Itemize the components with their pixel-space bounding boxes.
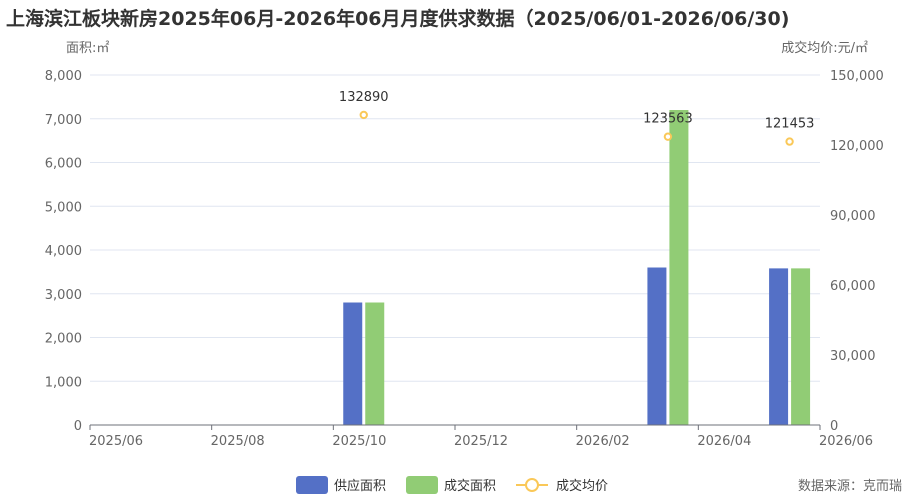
axes: 面积:㎡ 成交均价:元/㎡ 0 1,000 2,000 3,000 4,000 5,000… (45, 40, 884, 449)
y-left-tick-label: 8,000 (45, 69, 82, 84)
bar-supply[interactable] (769, 268, 789, 425)
legend-item-deal[interactable]: 成交面积 (406, 476, 496, 494)
y-left-tick-label: 5,000 (45, 200, 82, 215)
grid-lines (90, 74, 820, 382)
bar-supply[interactable] (647, 267, 667, 426)
y-right-tick-label: 150,000 (830, 69, 884, 84)
y-left-tick-label: 2,000 (45, 332, 82, 347)
y-right-tick-label: 90,000 (830, 209, 876, 224)
x-tick-label: 2025/10 (332, 434, 386, 449)
x-tick-label: 2026/06 (819, 434, 873, 449)
y-left-tick-label: 0 (74, 419, 82, 434)
price-point[interactable] (663, 132, 673, 141)
y-right-tick-label: 0 (830, 419, 838, 434)
x-tick-label: 2026/04 (697, 434, 751, 449)
legend-label-supply: 供应面积 (334, 478, 386, 494)
chart-title: 上海滨江板块新房2025年06月-2026年06月月度供求数据（2025/06/… (6, 8, 790, 30)
legend-swatch-supply (296, 476, 328, 494)
price-point[interactable] (785, 137, 794, 146)
y-left-tick-label: 6,000 (45, 157, 82, 172)
source-note: 数据来源：克而瑞 (798, 479, 902, 494)
bar-deal[interactable] (791, 268, 811, 425)
y-left-tick-label: 7,000 (45, 113, 82, 128)
x-tick-label: 2026/02 (576, 434, 630, 449)
x-tick-label: 2025/06 (89, 434, 143, 449)
y-left-tick-label: 3,000 (45, 288, 82, 303)
y-left-axis-label: 面积:㎡ (66, 41, 109, 56)
price-point[interactable] (359, 110, 368, 120)
price-label: 132890 (339, 90, 389, 105)
bar-supply[interactable] (343, 302, 363, 426)
legend-marker-price (525, 478, 539, 492)
price-label: 121453 (765, 117, 815, 132)
legend-item-price[interactable]: 成交均价 (516, 478, 608, 494)
price-label: 123563 (643, 112, 693, 127)
bar-deal[interactable] (669, 110, 689, 425)
legend-label-deal: 成交面积 (444, 478, 496, 494)
bar-layer (343, 110, 811, 426)
y-right-tick-label: 60,000 (830, 279, 876, 294)
y-right-tick-label: 120,000 (830, 139, 884, 154)
legend: 供应面积 成交面积 成交均价 (296, 476, 608, 494)
legend-swatch-deal (406, 476, 438, 494)
y-right-tick-label: 30,000 (830, 349, 876, 364)
legend-label-price: 成交均价 (556, 478, 608, 494)
bar-deal[interactable] (365, 302, 385, 426)
x-tick-label: 2025/08 (211, 434, 265, 449)
y-right-axis-label: 成交均价:元/㎡ (781, 40, 868, 56)
y-left-tick-label: 4,000 (45, 244, 82, 259)
x-tick-label: 2025/12 (454, 434, 508, 449)
point-layer: 132890 123563 121453 (339, 90, 815, 146)
legend-item-supply[interactable]: 供应面积 (296, 476, 386, 494)
y-left-tick-label: 1,000 (45, 375, 82, 390)
